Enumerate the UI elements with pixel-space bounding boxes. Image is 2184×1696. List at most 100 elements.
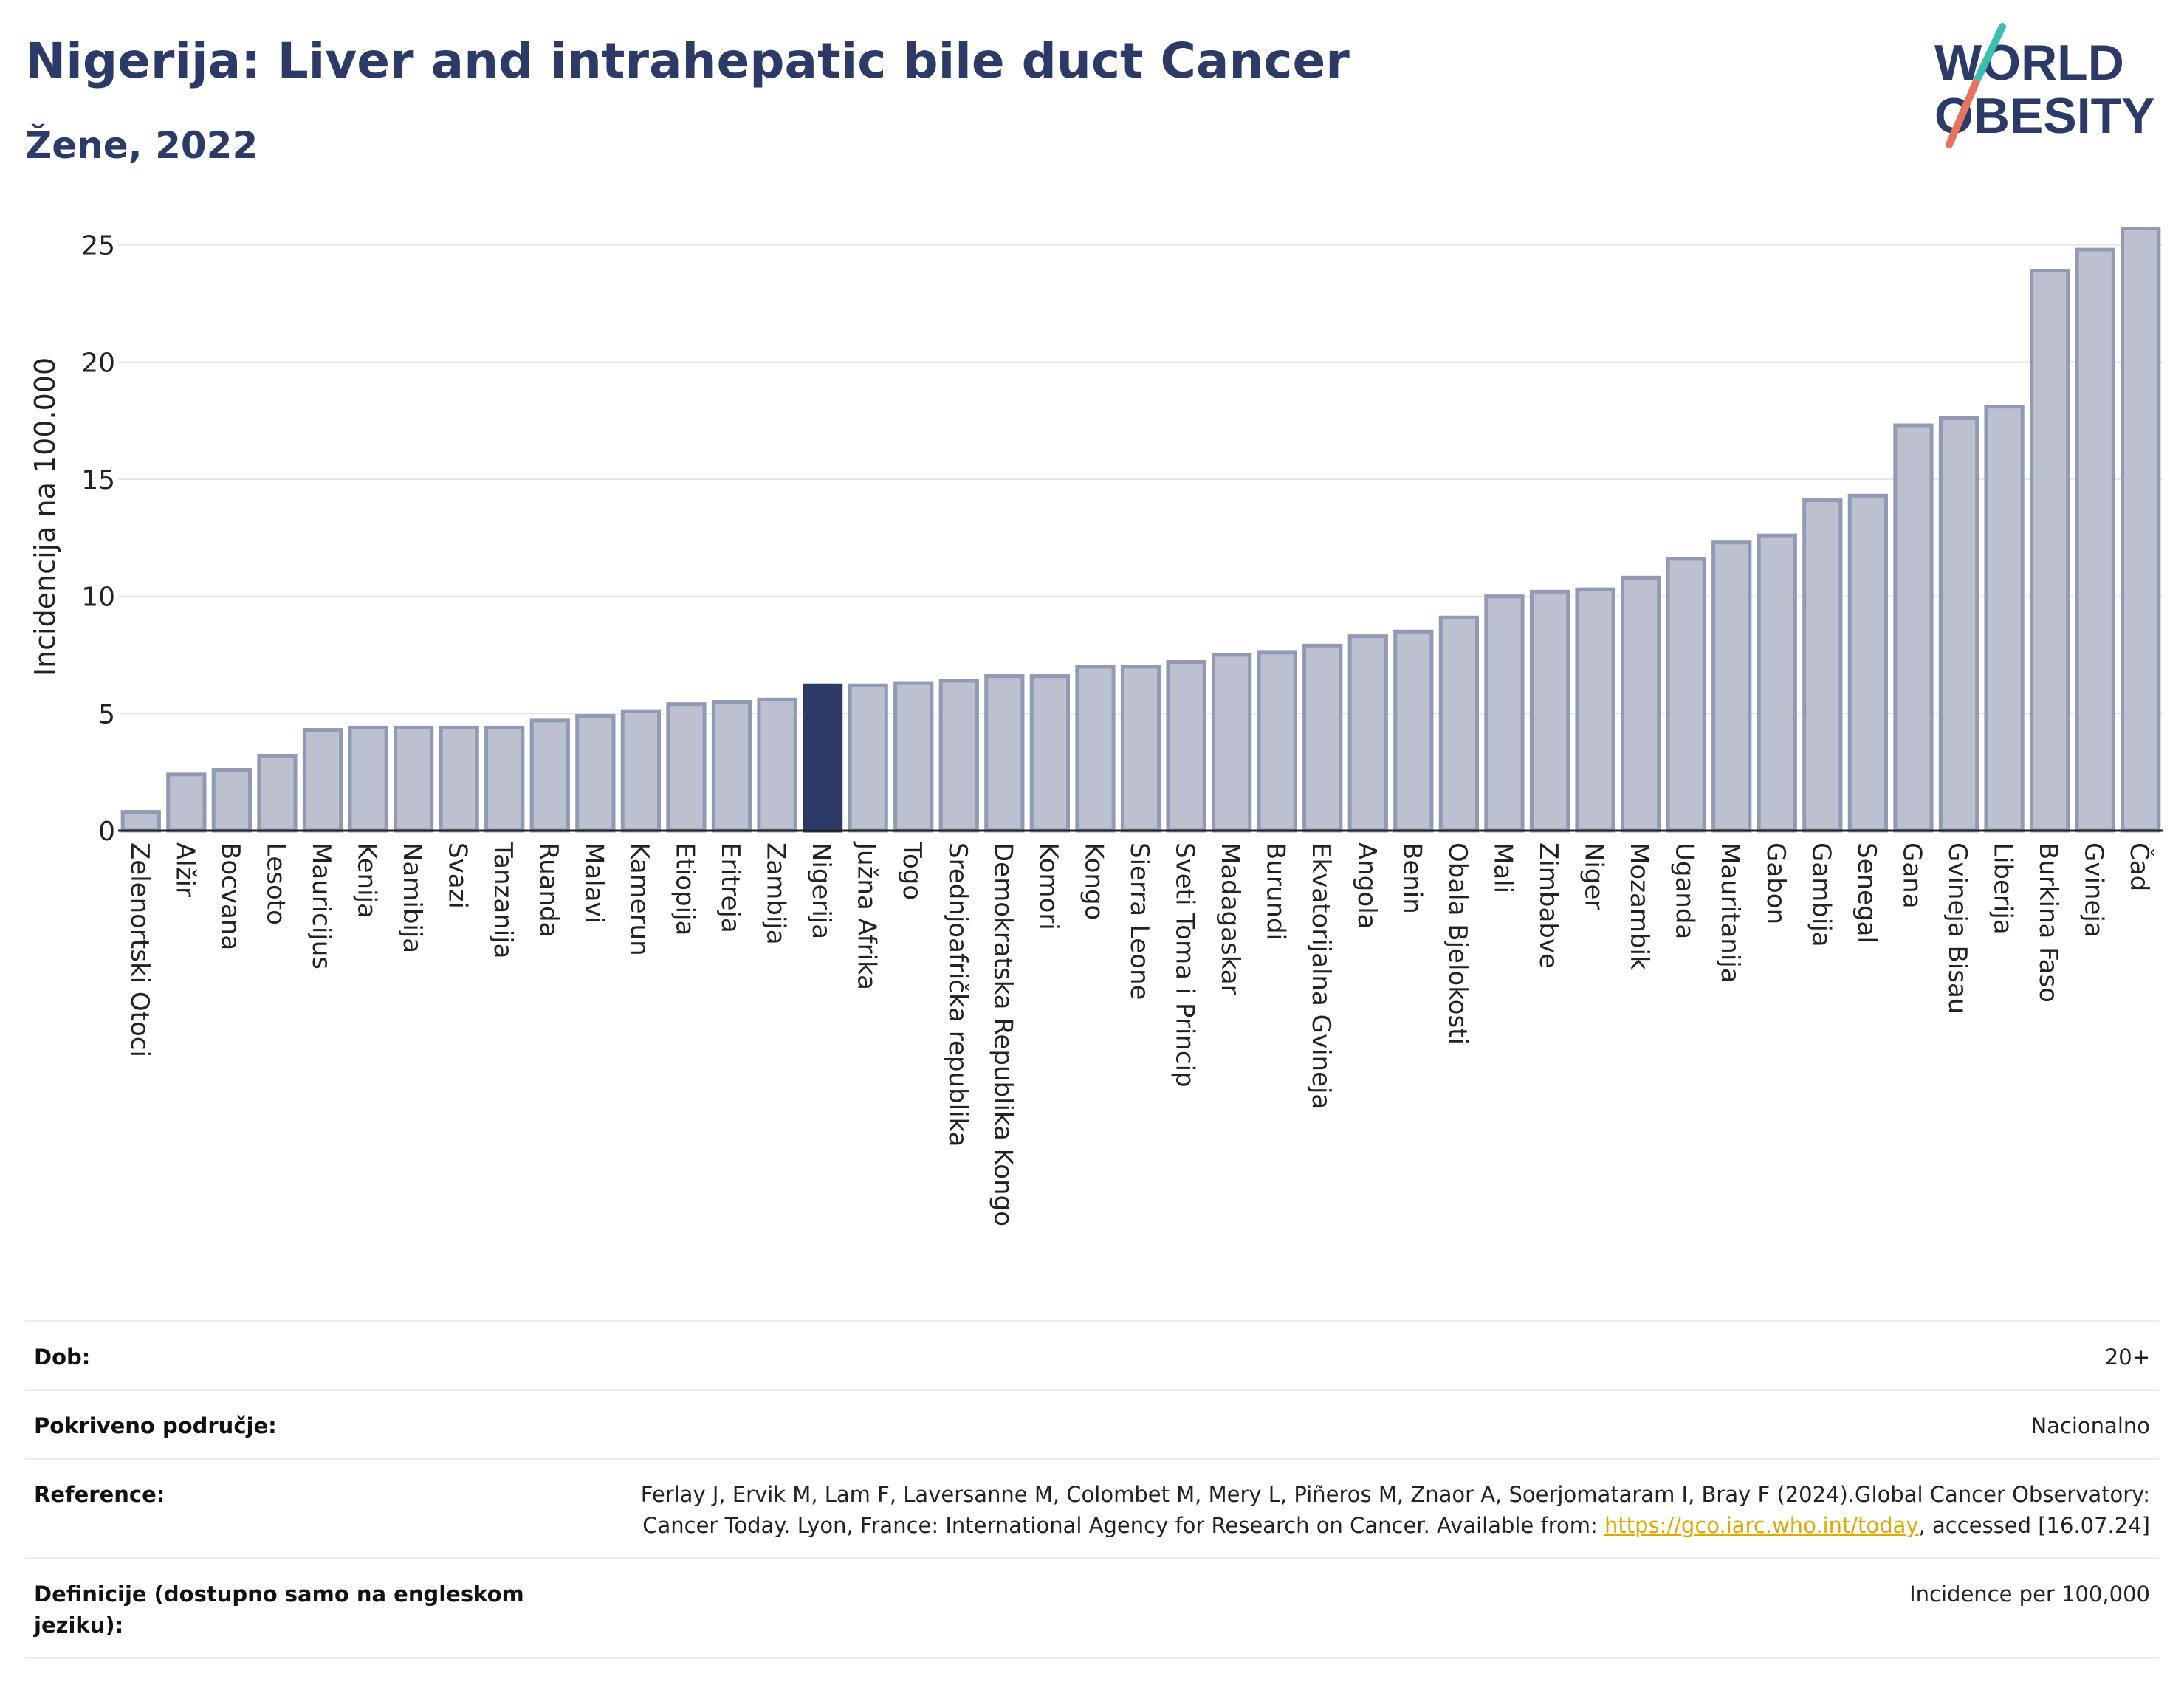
bar	[1166, 660, 1206, 833]
x-tick-label: Namibija	[397, 842, 427, 953]
logo-text-world: WORLD	[1934, 35, 2124, 91]
meta-label-age: Dob:	[34, 1345, 91, 1370]
axes: 0 5 10 15 20 25	[81, 231, 2163, 847]
x-tick-label: Gabon	[1761, 842, 1790, 924]
bar	[302, 728, 343, 833]
x-tick-label: Zimbabve	[1534, 842, 1563, 969]
bar	[166, 772, 207, 833]
bar	[1120, 665, 1161, 833]
x-tick-label: Zambija	[761, 842, 791, 945]
bar	[1802, 498, 1843, 833]
x-tick-label: Lesoto	[261, 842, 290, 925]
y-tick-label: 20	[81, 348, 115, 378]
meta-value-reference: Ferlay J, Ervik M, Lam F, Laversanne M, …	[600, 1479, 2150, 1541]
bar	[1529, 589, 1570, 833]
x-tick-label: Togo	[897, 842, 927, 900]
bar	[529, 718, 570, 833]
bar	[2121, 227, 2161, 833]
bar	[211, 768, 253, 833]
logo-slash-bottom	[1946, 79, 1979, 148]
bar	[1347, 634, 1388, 833]
reference-accessed: , accessed [16.07.24]	[1918, 1513, 2150, 1538]
x-tick-label: Obala Bjelokosti	[1443, 842, 1472, 1045]
x-tick-label: Bocvana	[216, 842, 245, 950]
x-tick-label: Komori	[1034, 842, 1063, 930]
bar	[938, 679, 979, 833]
x-tick-label: Mozambik	[1624, 842, 1654, 970]
bar	[1575, 587, 1615, 833]
bar	[257, 753, 298, 833]
world-obesity-logo: WORLD OBESITY	[1934, 23, 2155, 148]
reference-link[interactable]: https://gco.iarc.who.int/today	[1604, 1513, 1919, 1538]
bar	[1620, 575, 1661, 833]
x-tick-label: Benin	[1397, 842, 1426, 914]
x-tick-label: Kongo	[1079, 842, 1108, 920]
x-tick-label: Mauricijus	[306, 842, 336, 969]
bar	[393, 725, 434, 833]
y-tick-label: 5	[98, 699, 115, 729]
x-tick-label: Ekvatorijalna Gvineja	[1306, 842, 1336, 1109]
x-tick-label: Čad	[2124, 842, 2154, 891]
x-tick-label: Sierra Leone	[1124, 842, 1154, 1000]
meta-label-reference: Reference:	[34, 1482, 165, 1507]
x-tick-label: Gvineja Bisau	[1943, 842, 1972, 1014]
meta-row-reference: Reference: Ferlay J, Ervik M, Lam F, Lav…	[25, 1458, 2159, 1557]
x-tick-label: Gana	[1897, 842, 1926, 909]
x-tick-label: Liberija	[1988, 842, 2018, 935]
bar	[1484, 594, 1525, 833]
bar	[1893, 423, 1934, 833]
bar	[1393, 629, 1434, 833]
bar	[1666, 557, 1706, 833]
x-tick-label: Zelenortski Otoci	[125, 842, 154, 1057]
bar	[484, 725, 525, 833]
x-tick-label: Niger	[1579, 842, 1609, 910]
bar-chart: 0 5 10 15 20 25 Zelenortski Otoci Alžir Bocvana…	[29, 227, 2163, 1226]
x-tick-label: Srednjoafrička republika	[943, 842, 972, 1147]
x-tick-label: Angola	[1352, 842, 1381, 929]
bar	[1211, 653, 1252, 833]
x-tick-label: Senegal	[1852, 842, 1881, 944]
bar	[757, 697, 797, 833]
meta-row-age: Dob: 20+	[25, 1320, 2159, 1389]
bar	[848, 683, 888, 833]
x-tick-label: Kamerun	[625, 842, 654, 956]
y-tick-label: 10	[81, 583, 115, 613]
x-tick-label: Gvineja	[2079, 842, 2109, 938]
bar	[2075, 247, 2115, 833]
bar	[802, 683, 843, 833]
bar	[666, 702, 707, 833]
x-tick-label: Alžir	[170, 842, 199, 897]
meta-value-age: 20+	[2104, 1345, 2150, 1370]
y-tick-label: 0	[98, 817, 115, 847]
x-tick-label: Tanzanija	[488, 842, 518, 958]
x-tick-label: Južna Afrika	[852, 841, 882, 990]
bar	[2029, 269, 2070, 833]
x-tick-label: Madagaskar	[1215, 842, 1245, 995]
bars	[120, 227, 2161, 833]
x-tick-label: Burundi	[1261, 842, 1291, 941]
bar	[1438, 615, 1480, 833]
x-tick-label: Etiopija	[670, 842, 699, 935]
bar	[1302, 643, 1343, 833]
x-tick-label: Mauritanija	[1715, 842, 1745, 983]
y-axis-label: Incidencija na 100.000	[29, 357, 61, 676]
bar	[620, 709, 662, 833]
bar	[1938, 416, 1979, 833]
x-tick-label: Nigerija	[806, 842, 836, 939]
bar	[1029, 674, 1071, 833]
meta-row-definitions: Definicije (dostupno samo na engleskom j…	[25, 1557, 2159, 1659]
bar	[1075, 665, 1116, 833]
bar	[984, 674, 1025, 833]
chart-subtitle: Žene, 2022	[25, 124, 258, 167]
y-tick-label: 15	[81, 465, 115, 495]
x-tick-label: Ruanda	[534, 842, 563, 937]
bar	[711, 699, 752, 833]
reference-text: Ferlay J, Ervik M, Lam F, Laversanne M, …	[640, 1482, 2150, 1538]
y-tick-label: 25	[81, 231, 115, 261]
bar	[1257, 650, 1297, 833]
x-tick-label: Kenija	[352, 842, 382, 919]
metadata-table: Dob: 20+ Pokriveno područje: Nacionalno …	[25, 1320, 2159, 1659]
x-tick-label: Demokratska Republika Kongo	[988, 842, 1017, 1226]
bar	[1711, 540, 1752, 833]
x-tick-label: Malavi	[579, 842, 608, 924]
